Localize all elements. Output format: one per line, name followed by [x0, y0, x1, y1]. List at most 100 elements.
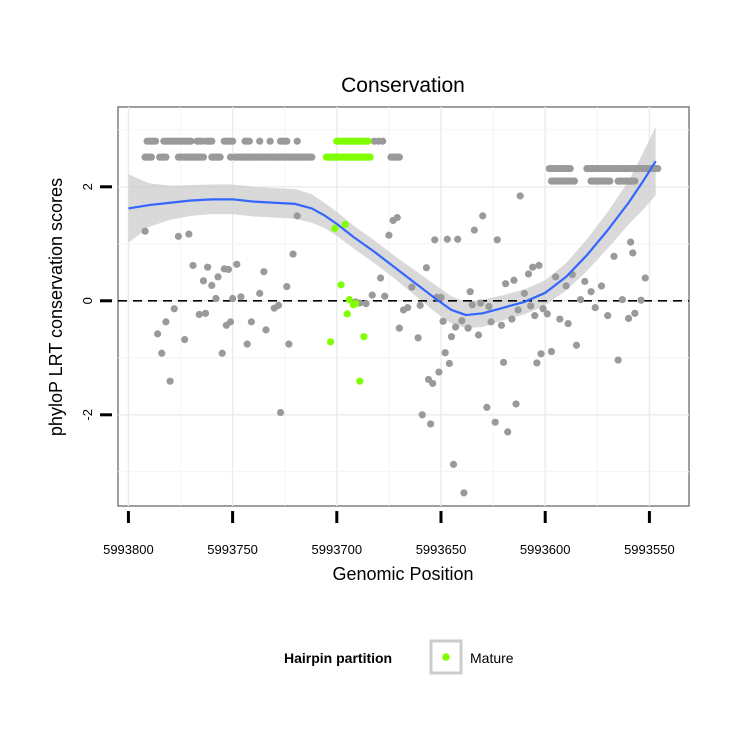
point-other [606, 177, 614, 185]
point-other [368, 291, 376, 299]
point-other [233, 260, 241, 268]
point-other [422, 264, 431, 272]
point-other [466, 288, 474, 296]
x-tick-label: 5993700 [312, 542, 363, 557]
point-other [416, 301, 424, 309]
point-other [208, 281, 216, 290]
y-tick-label: 2 [80, 183, 95, 190]
point-other [201, 309, 210, 317]
point-other [293, 137, 301, 145]
y-tick-label: 0 [80, 297, 95, 304]
point-other [604, 312, 612, 320]
point-other [533, 359, 541, 367]
x-tick-label: 5993650 [416, 542, 467, 557]
point-other [212, 294, 220, 303]
point-other [610, 252, 618, 260]
point-other [535, 261, 543, 270]
point-other [570, 177, 578, 185]
point-other [245, 137, 253, 145]
point-mature [351, 300, 360, 308]
y-axis-title: phyloP LRT conservation scores [46, 178, 66, 436]
point-other [189, 261, 197, 270]
point-other [562, 282, 570, 290]
point-other [158, 349, 166, 357]
point-other [247, 318, 255, 326]
point-other [216, 153, 224, 161]
point-mature [356, 377, 364, 385]
point-other [470, 226, 478, 234]
point-other [460, 489, 468, 497]
point-other [308, 153, 316, 161]
point-other [443, 235, 451, 243]
point-other [283, 282, 291, 291]
point-mature [360, 333, 368, 341]
point-other [404, 304, 412, 312]
point-other [289, 250, 297, 258]
legend-title: Hairpin partition [284, 650, 392, 666]
point-other [566, 164, 574, 173]
point-other [618, 296, 626, 304]
point-other [274, 301, 283, 309]
point-other [504, 428, 512, 436]
x-tick-label: 5993800 [103, 542, 154, 557]
point-other [458, 317, 466, 325]
point-other [637, 296, 645, 304]
point-other [479, 212, 487, 220]
point-other [543, 310, 551, 318]
point-mature [326, 338, 335, 346]
point-other [162, 318, 170, 326]
point-other [514, 306, 522, 314]
point-other [141, 227, 149, 235]
point-other [276, 408, 285, 417]
point-other [454, 235, 462, 243]
point-other [508, 315, 516, 323]
point-other [439, 317, 447, 325]
point-other [199, 153, 208, 161]
point-other [547, 347, 556, 356]
point-other [624, 314, 633, 323]
point-other [362, 300, 370, 308]
point-other [631, 309, 639, 317]
legend: Hairpin partition Mature [284, 639, 514, 675]
point-mature [341, 220, 349, 229]
point-other [629, 249, 637, 257]
points-layer [141, 137, 662, 497]
point-other [493, 236, 501, 244]
chart-title: Conservation [341, 74, 465, 97]
point-mature [345, 296, 353, 304]
point-other [485, 302, 493, 311]
axes: 5993800 5993750 5993700 5993650 5993600 59935… [80, 183, 675, 557]
point-other [539, 305, 547, 313]
point-other [153, 330, 162, 338]
point-other [552, 273, 560, 281]
point-other [285, 340, 293, 348]
point-other [564, 320, 572, 328]
point-other [587, 288, 595, 296]
point-other [591, 304, 599, 312]
y-tick-label: -2 [80, 409, 95, 421]
point-other [224, 265, 233, 274]
point-other [435, 368, 443, 376]
point-other [445, 359, 453, 368]
point-other [395, 324, 403, 332]
x-tick-label: 5993600 [520, 542, 571, 557]
point-other [418, 411, 426, 419]
point-other [477, 299, 485, 307]
point-other [283, 137, 291, 145]
point-other [497, 321, 506, 329]
point-other [447, 333, 456, 341]
point-other [195, 310, 203, 319]
smooth-line [128, 160, 657, 317]
point-other [464, 324, 472, 332]
point-other [166, 377, 174, 385]
point-other [151, 137, 160, 145]
point-other [174, 232, 183, 240]
point-other [218, 349, 226, 357]
point-other [512, 400, 520, 408]
point-other [654, 164, 662, 173]
point-other [381, 292, 389, 300]
point-other [449, 460, 458, 468]
point-other [451, 323, 460, 331]
point-other [510, 276, 518, 284]
